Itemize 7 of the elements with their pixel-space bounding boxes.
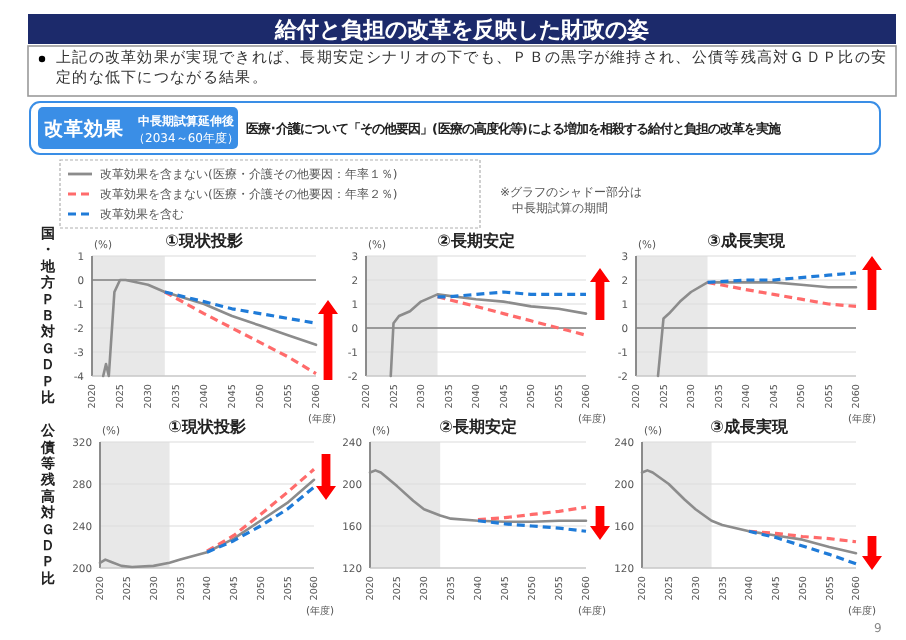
title-bar: 給付と負担の改革を反映した財政の姿 bbox=[28, 14, 896, 44]
chart-title: ③成長実現 bbox=[710, 416, 790, 436]
chart-title: ①現状投影 bbox=[165, 232, 243, 250]
chart-title: ②長期安定 bbox=[439, 416, 517, 436]
chart-title: ③成長実現 bbox=[707, 230, 787, 250]
chart-title: ①現状投影 bbox=[168, 418, 246, 436]
chart-title: ②長期安定 bbox=[437, 230, 515, 250]
